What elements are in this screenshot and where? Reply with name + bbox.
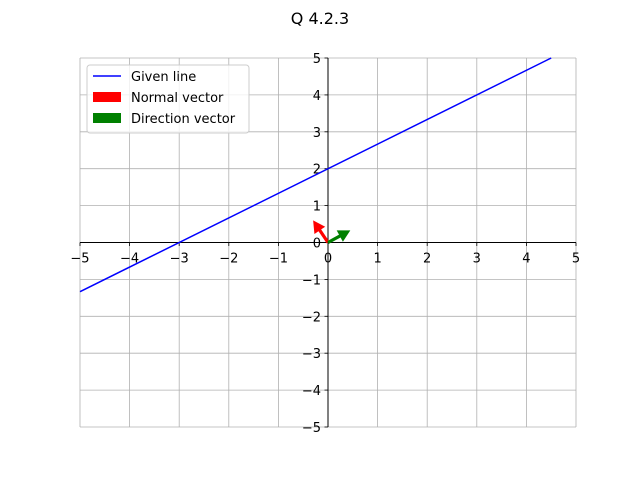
chart-title: Q 4.2.3 [291,9,349,28]
x-tick-label: −2 [219,252,238,267]
x-tick-label: 4 [522,252,530,267]
y-tick-label: −4 [302,384,321,399]
y-tick-label: 2 [313,163,321,178]
y-tick-label: −5 [302,421,321,436]
x-tick-label: 5 [572,252,580,267]
y-tick-label: −3 [302,347,321,362]
legend: Given line Normal vector Direction vector [86,64,250,134]
direction-vector-arrow [327,230,351,244]
legend-label-normal-vector: Normal vector [131,91,224,106]
x-tick-label: 2 [423,252,431,267]
y-tick-label: 3 [313,126,321,141]
x-tick-label: 1 [373,252,381,267]
x-tick-label: −3 [170,252,189,267]
y-tick-label: 0 [313,237,321,252]
y-tick-label: −1 [302,273,321,288]
x-tick-label: −4 [120,252,139,267]
normal-vector-arrow [313,220,330,244]
x-tick-label: 3 [473,252,481,267]
legend-swatch-direction-vector [93,113,121,123]
y-tick-label: −2 [302,310,321,325]
legend-label-given-line: Given line [131,70,196,85]
given-line-series [79,57,552,293]
y-tick-label: 1 [313,200,321,215]
legend-swatch-normal-vector [93,92,121,102]
legend-box [86,64,250,134]
x-tick-label: −5 [70,252,89,267]
y-tick-label: 5 [313,52,321,67]
legend-label-direction-vector: Direction vector [131,112,236,127]
x-tick-label: 0 [324,252,332,267]
x-tick-label: −1 [269,252,288,267]
series [79,57,552,293]
y-tick-label: 4 [313,89,321,104]
